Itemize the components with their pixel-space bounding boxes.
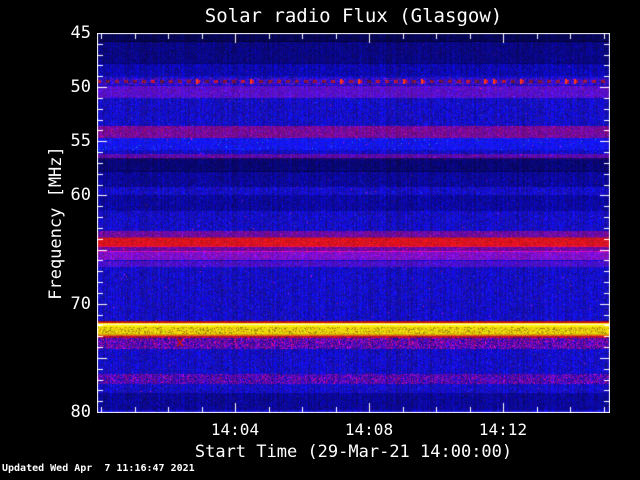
x-tick-label-14-04: 14:04 [210, 420, 260, 439]
y-tick-label-55: 55 [70, 131, 91, 152]
y-axis-title: Frequency [MHz] [46, 146, 66, 300]
updated-timestamp: Updated Wed Apr 7 11:16:47 2021 [2, 463, 195, 474]
chart-title: Solar radio Flux (Glasgow) [204, 5, 503, 27]
x-axis-title: Start Time (29-Mar-21 14:00:00) [194, 442, 513, 462]
x-tick-label-14-12: 14:12 [478, 420, 528, 439]
y-tick-label-70: 70 [70, 293, 91, 314]
y-tick-label-50: 50 [70, 77, 91, 98]
x-tick-label-14-08: 14:08 [344, 420, 394, 439]
spectrogram-canvas [97, 33, 610, 413]
y-tick-label-60: 60 [70, 185, 91, 206]
y-tick-label-80: 80 [70, 402, 91, 422]
y-tick-label-45: 45 [70, 23, 91, 43]
